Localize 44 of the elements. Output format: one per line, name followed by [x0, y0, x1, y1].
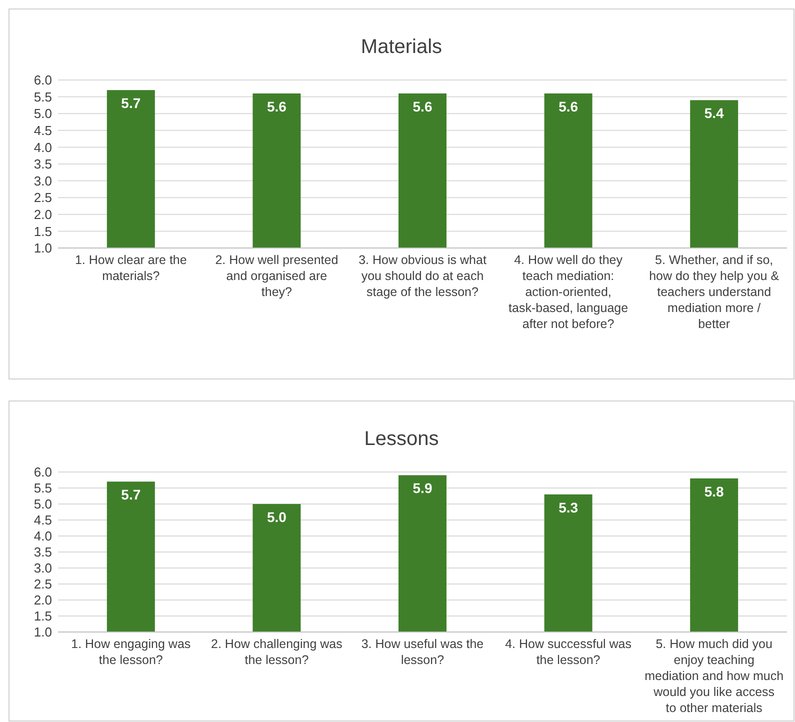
y-tick-label: 2.5: [34, 190, 52, 206]
data-label: 5.6: [558, 98, 578, 114]
x-tick-label: 4. How successful was the lesson?: [505, 637, 632, 667]
x-tick-label: 1. How clear are the materials?: [74, 253, 187, 283]
x-tick-label: 3. How useful was the lesson?: [361, 637, 484, 667]
y-tick-label: 1.0: [34, 624, 52, 640]
y-tick-label: 1.0: [34, 240, 52, 256]
y-tick-label: 3.5: [34, 156, 52, 172]
data-label: 5.3: [558, 499, 578, 516]
y-tick-label: 4.5: [34, 512, 52, 528]
y-tick-label: 5.5: [34, 89, 52, 104]
x-tick-label: 5. How much did you enjoy teaching mediation and how much would you like access to other materials: [644, 637, 784, 715]
y-tick-label: 1.5: [34, 608, 52, 624]
x-tick-label: 3. How obvious is what you should do at each stage of the lesson?: [358, 253, 487, 299]
data-label: 5.7: [121, 486, 141, 503]
y-tick-label: 3.0: [34, 560, 52, 576]
data-label: 5.4: [704, 105, 724, 122]
data-label: 5.7: [121, 95, 141, 112]
data-label: 5.6: [266, 98, 287, 114]
y-tick-label: 2.5: [34, 576, 52, 592]
y-tick-label: 3.0: [34, 173, 52, 188]
x-tick-label: 2. How challenging was the lesson?: [211, 637, 342, 667]
data-label: 5.0: [266, 509, 287, 525]
chart-title: Materials: [360, 36, 442, 58]
x-tick-label: 1. How engaging was the lesson?: [71, 637, 191, 667]
x-tick-label: 2. How well presented and organised are they?: [215, 253, 338, 299]
y-tick-label: 4.5: [34, 122, 52, 138]
data-label: 5.9: [412, 480, 432, 496]
y-tick-label: 1.5: [34, 224, 52, 239]
y-tick-label: 4.0: [34, 528, 52, 544]
y-tick-label: 4.0: [34, 140, 52, 155]
data-label: 5.8: [704, 483, 724, 500]
y-tick-label: 6.0: [34, 464, 52, 480]
y-tick-label: 2.0: [34, 592, 52, 608]
y-tick-label: 6.0: [34, 72, 52, 88]
y-tick-label: 5.0: [34, 496, 52, 512]
data-label: 5.6: [412, 98, 432, 114]
x-tick-label: 5. Whether, and if so, how do they help you & teachers understand mediation more / better: [649, 253, 780, 331]
y-tick-label: 5.0: [34, 106, 52, 122]
x-tick-label: 4. How well do they teach mediation: action-oriented, task-based, language after not before?: [508, 253, 628, 331]
y-tick-label: 2.0: [34, 206, 52, 222]
chart-title: Lessons: [364, 428, 439, 450]
y-tick-label: 5.5: [34, 480, 52, 496]
y-tick-label: 3.5: [34, 544, 52, 560]
